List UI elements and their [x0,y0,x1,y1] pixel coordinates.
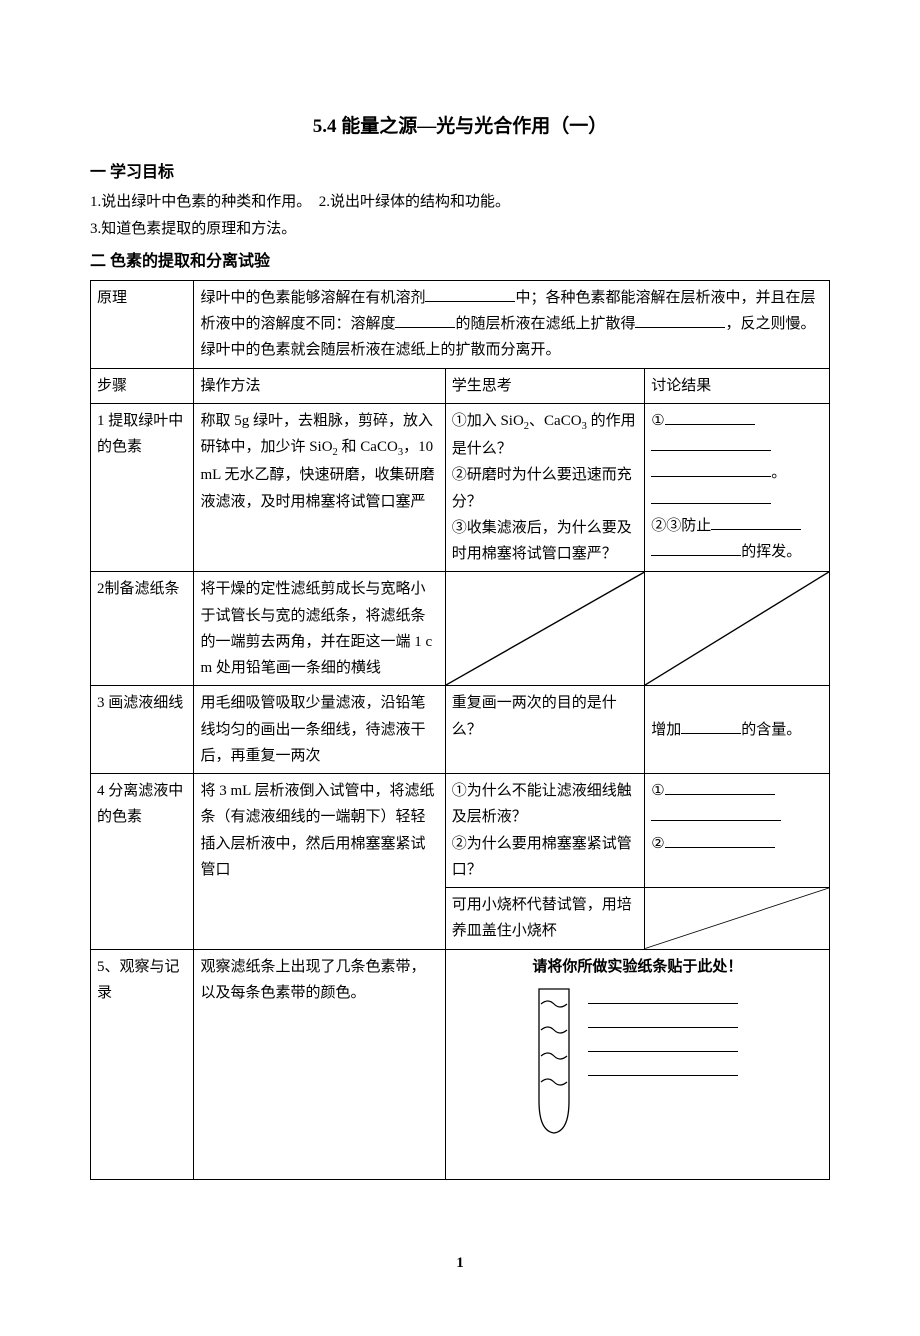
text: 的随层析液在滤纸上扩散得 [455,316,635,332]
table-row: 1 提取绿叶中的色素 称取 5g 绿叶，去粗脉，剪碎，放入研钵中，加少许 SiO… [91,403,830,572]
text: ① [651,413,664,429]
diagonal-line-icon [446,572,645,685]
principle-text: 绿叶中的色素能够溶解在有机溶剂中；各种色素都能溶解在层析液中，并且在层析液中的溶… [194,280,830,368]
step-label: 1 提取绿叶中的色素 [91,403,194,572]
observation-heading: 请将你所做实验纸条贴于此处！ [452,954,823,980]
fill-blank[interactable] [425,287,515,302]
fill-blank[interactable] [651,489,771,504]
text: ②研磨时为什么要迅速而充分？ [452,467,632,509]
think-cell-alt: 可用小烧杯代替试管，用培养皿盖住小烧杯 [445,888,645,950]
table-row: 3 画滤液细线 用毛细吸管吸取少量滤液，沿铅笔线均匀的画出一条细线，待滤液干后，… [91,686,830,774]
table-row-header: 步骤 操作方法 学生思考 讨论结果 [91,368,830,403]
result-cell: ① ② [645,774,830,888]
step-label: 3 画滤液细线 [91,686,194,774]
think-cell: 重复画一两次的目的是什么？ [445,686,645,774]
table-row: 4 分离滤液中的色素 将 3 mL 层析液倒入试管中，将滤纸条（有滤液细线的一端… [91,774,830,888]
fill-blank[interactable] [665,410,755,425]
col-think: 学生思考 [445,368,645,403]
text: ②为什么要用棉塞塞紧试管口？ [452,836,632,878]
text: 和 CaCO [338,439,398,455]
fill-blank[interactable] [651,541,741,556]
text: ③收集滤液后，为什么要及时用棉塞将试管口塞严？ [452,520,632,562]
fill-blank[interactable] [588,1014,738,1028]
col-step: 步骤 [91,368,194,403]
fill-blank[interactable] [681,719,741,734]
page-number: 1 [90,1250,830,1276]
method-cell: 将 3 mL 层析液倒入试管中，将滤纸条（有滤液细线的一端朝下）轻轻插入层析液中… [194,774,445,950]
text: ① [651,783,664,799]
col-result: 讨论结果 [645,368,830,403]
fill-blank[interactable] [635,313,725,328]
text: ②③防止 [651,518,711,534]
text: ② [651,836,664,852]
think-cell: ①为什么不能让滤液细线触及层析液？ ②为什么要用棉塞塞紧试管口？ [445,774,645,888]
table-row-principle: 原理 绿叶中的色素能够溶解在有机溶剂中；各种色素都能溶解在层析液中，并且在层析液… [91,280,830,368]
observation-cell: 请将你所做实验纸条贴于此处！ [445,949,829,1179]
filter-strip-icon [536,986,572,1136]
objective-item: 1.说出绿叶中色素的种类和作用。 2.说出叶绿体的结构和功能。 [90,189,830,215]
experiment-table: 原理 绿叶中的色素能够溶解在有机溶剂中；各种色素都能溶解在层析液中，并且在层析液… [90,280,830,1180]
fill-blank[interactable] [588,990,738,1004]
text: 绿叶中的色素能够溶解在有机溶剂 [200,290,425,306]
objectives-heading: 一 学习目标 [90,159,830,187]
diagonal-line-icon [645,572,829,685]
table-row: 2制备滤纸条 将干燥的定性滤纸剪成长与宽略小于试管长与宽的滤纸条，将滤纸条的一端… [91,572,830,686]
fill-blank[interactable] [651,806,781,821]
fill-blank[interactable] [711,515,801,530]
objectives-block: 1.说出绿叶中色素的种类和作用。 2.说出叶绿体的结构和功能。 3.知道色素提取… [90,189,830,242]
method-cell: 将干燥的定性滤纸剪成长与宽略小于试管长与宽的滤纸条，将滤纸条的一端剪去两角，并在… [194,572,445,686]
fill-blank[interactable] [395,313,455,328]
method-cell: 用毛细吸管吸取少量滤液，沿铅笔线均匀的画出一条细线，待滤液干后，再重复一两次 [194,686,445,774]
step-label: 2制备滤纸条 [91,572,194,686]
step-label: 4 分离滤液中的色素 [91,774,194,950]
objective-item: 3.知道色素提取的原理和方法。 [90,216,830,242]
fill-blank[interactable] [651,462,771,477]
observation-blanks [588,990,738,1076]
diagonal-cell [645,572,830,686]
principle-label: 原理 [91,280,194,368]
fill-blank[interactable] [665,780,775,795]
text: 、CaCO [529,413,582,429]
col-method: 操作方法 [194,368,445,403]
fill-blank[interactable] [588,1062,738,1076]
experiment-heading: 二 色素的提取和分离试验 [90,248,830,276]
text: ①为什么不能让滤液细线触及层析液？ [452,783,632,825]
method-cell: 观察滤纸条上出现了几条色素带，以及每条色素带的颜色。 [194,949,445,1179]
fill-blank[interactable] [588,1038,738,1052]
result-cell: ① 。 ②③防止的挥发。 [645,403,830,572]
think-cell: ①加入 SiO2、CaCO3 的作用是什么？ ②研磨时为什么要迅速而充分？ ③收… [445,403,645,572]
method-cell: 称取 5g 绿叶，去粗脉，剪碎，放入研钵中，加少许 SiO2 和 CaCO3，1… [194,403,445,572]
diagonal-line-icon [645,888,829,949]
text: 增加 [651,722,681,738]
table-row: 5、观察与记录 观察滤纸条上出现了几条色素带，以及每条色素带的颜色。 请将你所做… [91,949,830,1179]
text: 。 [771,465,786,481]
result-cell: 增加 的含量。 [645,686,830,774]
text: ①加入 SiO [452,413,524,429]
text: 的挥发。 [741,544,801,560]
text: 的含量。 [741,722,801,738]
diagonal-cell [645,888,830,950]
diagonal-cell [445,572,645,686]
fill-blank[interactable] [651,436,771,451]
step-label: 5、观察与记录 [91,949,194,1179]
page-title: 5.4 能量之源—光与光合作用（一） [90,110,830,143]
fill-blank[interactable] [665,833,775,848]
